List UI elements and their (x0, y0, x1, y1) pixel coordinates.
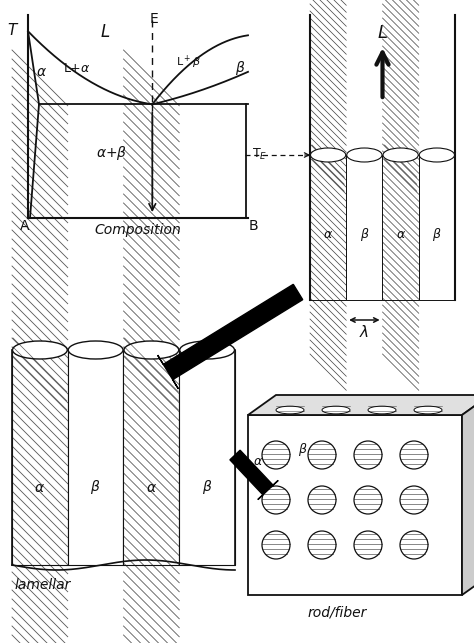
Ellipse shape (419, 148, 455, 162)
Ellipse shape (262, 486, 290, 514)
Text: L$^+$$\beta$: L$^+$$\beta$ (176, 53, 201, 71)
Text: A: A (20, 219, 30, 233)
Ellipse shape (308, 486, 336, 514)
Ellipse shape (308, 531, 336, 559)
Text: Composition: Composition (95, 223, 182, 237)
Ellipse shape (308, 441, 336, 469)
Ellipse shape (400, 531, 428, 559)
Text: $\alpha$+$\beta$: $\alpha$+$\beta$ (96, 144, 127, 162)
Ellipse shape (180, 341, 235, 359)
Bar (383, 155, 419, 300)
Ellipse shape (368, 406, 396, 414)
Text: $\beta$: $\beta$ (202, 478, 212, 496)
Text: lamellar: lamellar (15, 578, 72, 592)
Polygon shape (68, 350, 124, 565)
Bar (419, 155, 455, 300)
Ellipse shape (354, 531, 382, 559)
Ellipse shape (68, 341, 123, 359)
Text: $\beta$: $\beta$ (360, 226, 369, 243)
Ellipse shape (310, 148, 346, 162)
Ellipse shape (12, 341, 67, 359)
Text: L+$\alpha$: L+$\alpha$ (63, 62, 90, 75)
Ellipse shape (322, 406, 350, 414)
Ellipse shape (262, 441, 290, 469)
Text: $\lambda$: $\lambda$ (359, 324, 369, 340)
Text: $\alpha$: $\alpha$ (253, 455, 263, 468)
Ellipse shape (383, 148, 418, 162)
Ellipse shape (354, 441, 382, 469)
Ellipse shape (124, 341, 179, 359)
Polygon shape (230, 450, 278, 500)
Text: T$_E$: T$_E$ (252, 147, 267, 161)
Text: $\beta$: $\beta$ (235, 59, 245, 77)
Text: L: L (100, 23, 110, 41)
Text: $\beta$: $\beta$ (298, 441, 308, 458)
Ellipse shape (276, 406, 304, 414)
Text: $\alpha$: $\alpha$ (35, 480, 46, 494)
Ellipse shape (400, 441, 428, 469)
Text: $\beta$: $\beta$ (432, 226, 442, 243)
Ellipse shape (262, 531, 290, 559)
Polygon shape (12, 350, 68, 565)
Polygon shape (158, 284, 303, 389)
Text: $\beta$: $\beta$ (91, 478, 101, 496)
Text: L: L (377, 24, 388, 42)
Polygon shape (248, 395, 474, 415)
Ellipse shape (400, 486, 428, 514)
Ellipse shape (354, 486, 382, 514)
Bar (310, 155, 346, 300)
Text: $\alpha$: $\alpha$ (36, 65, 46, 79)
Text: T: T (7, 23, 17, 38)
Text: $\alpha$: $\alpha$ (396, 228, 406, 241)
Text: $\alpha$: $\alpha$ (146, 480, 157, 494)
Text: $\alpha$: $\alpha$ (323, 228, 333, 241)
Text: rod/fiber: rod/fiber (308, 606, 367, 620)
Ellipse shape (347, 148, 382, 162)
Ellipse shape (414, 406, 442, 414)
Polygon shape (462, 395, 474, 595)
Text: E: E (150, 12, 159, 26)
Polygon shape (179, 350, 235, 565)
Polygon shape (248, 415, 462, 595)
Bar (346, 155, 383, 300)
Text: B: B (248, 219, 258, 233)
Polygon shape (124, 350, 179, 565)
